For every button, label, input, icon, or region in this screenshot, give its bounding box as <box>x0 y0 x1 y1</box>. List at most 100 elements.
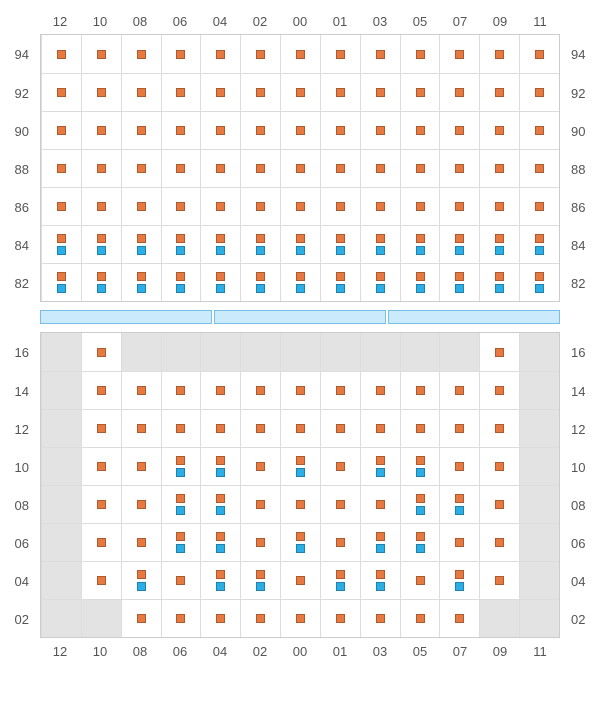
grid-cell[interactable] <box>240 486 280 523</box>
grid-cell[interactable] <box>519 562 559 599</box>
grid-cell[interactable] <box>240 226 280 263</box>
grid-cell[interactable] <box>439 333 479 371</box>
grid-cell[interactable] <box>121 264 161 301</box>
grid-cell[interactable] <box>81 112 121 149</box>
grid-cell[interactable] <box>280 188 320 225</box>
grid-cell[interactable] <box>41 74 81 111</box>
grid-cell[interactable] <box>439 600 479 637</box>
grid-cell[interactable] <box>320 74 360 111</box>
grid-cell[interactable] <box>360 486 400 523</box>
grid-cell[interactable] <box>479 226 519 263</box>
grid-cell[interactable] <box>439 226 479 263</box>
grid-cell[interactable] <box>41 372 81 409</box>
grid-cell[interactable] <box>280 410 320 447</box>
grid-cell[interactable] <box>200 372 240 409</box>
grid-cell[interactable] <box>200 600 240 637</box>
grid-cell[interactable] <box>41 150 81 187</box>
grid-cell[interactable] <box>200 150 240 187</box>
grid-cell[interactable] <box>320 486 360 523</box>
grid-cell[interactable] <box>479 562 519 599</box>
grid-cell[interactable] <box>320 226 360 263</box>
grid-cell[interactable] <box>519 226 559 263</box>
grid-cell[interactable] <box>320 448 360 485</box>
grid-cell[interactable] <box>320 410 360 447</box>
grid-cell[interactable] <box>41 112 81 149</box>
grid-cell[interactable] <box>240 333 280 371</box>
grid-cell[interactable] <box>360 264 400 301</box>
grid-cell[interactable] <box>400 410 440 447</box>
grid-cell[interactable] <box>360 410 400 447</box>
grid-cell[interactable] <box>121 35 161 73</box>
grid-cell[interactable] <box>360 35 400 73</box>
grid-cell[interactable] <box>161 448 201 485</box>
grid-cell[interactable] <box>280 35 320 73</box>
grid-cell[interactable] <box>439 264 479 301</box>
grid-cell[interactable] <box>280 264 320 301</box>
grid-cell[interactable] <box>280 448 320 485</box>
grid-cell[interactable] <box>161 372 201 409</box>
grid-cell[interactable] <box>41 524 81 561</box>
grid-cell[interactable] <box>41 333 81 371</box>
grid-cell[interactable] <box>519 74 559 111</box>
grid-cell[interactable] <box>400 226 440 263</box>
grid-cell[interactable] <box>41 410 81 447</box>
grid-cell[interactable] <box>161 486 201 523</box>
grid-cell[interactable] <box>320 35 360 73</box>
grid-cell[interactable] <box>121 74 161 111</box>
grid-cell[interactable] <box>519 188 559 225</box>
grid-cell[interactable] <box>161 562 201 599</box>
grid-cell[interactable] <box>81 226 121 263</box>
grid-cell[interactable] <box>280 226 320 263</box>
grid-cell[interactable] <box>161 410 201 447</box>
grid-cell[interactable] <box>479 112 519 149</box>
grid-cell[interactable] <box>360 74 400 111</box>
grid-cell[interactable] <box>320 372 360 409</box>
grid-cell[interactable] <box>439 112 479 149</box>
grid-cell[interactable] <box>320 150 360 187</box>
grid-cell[interactable] <box>81 35 121 73</box>
grid-cell[interactable] <box>200 264 240 301</box>
grid-cell[interactable] <box>280 333 320 371</box>
grid-cell[interactable] <box>400 35 440 73</box>
grid-cell[interactable] <box>200 74 240 111</box>
grid-cell[interactable] <box>41 188 81 225</box>
grid-cell[interactable] <box>121 150 161 187</box>
grid-cell[interactable] <box>200 562 240 599</box>
grid-cell[interactable] <box>360 524 400 561</box>
grid-cell[interactable] <box>479 410 519 447</box>
grid-cell[interactable] <box>439 562 479 599</box>
grid-cell[interactable] <box>519 35 559 73</box>
grid-cell[interactable] <box>121 188 161 225</box>
grid-cell[interactable] <box>400 188 440 225</box>
grid-cell[interactable] <box>400 448 440 485</box>
grid-cell[interactable] <box>240 600 280 637</box>
grid-cell[interactable] <box>479 264 519 301</box>
grid-cell[interactable] <box>81 333 121 371</box>
grid-cell[interactable] <box>41 448 81 485</box>
grid-cell[interactable] <box>479 74 519 111</box>
grid-cell[interactable] <box>240 410 280 447</box>
grid-cell[interactable] <box>121 226 161 263</box>
grid-cell[interactable] <box>81 74 121 111</box>
grid-cell[interactable] <box>161 74 201 111</box>
grid-cell[interactable] <box>161 188 201 225</box>
grid-cell[interactable] <box>280 486 320 523</box>
grid-cell[interactable] <box>519 372 559 409</box>
grid-cell[interactable] <box>360 372 400 409</box>
grid-cell[interactable] <box>320 562 360 599</box>
grid-cell[interactable] <box>81 188 121 225</box>
grid-cell[interactable] <box>41 600 81 637</box>
grid-cell[interactable] <box>479 600 519 637</box>
grid-cell[interactable] <box>479 35 519 73</box>
grid-cell[interactable] <box>200 226 240 263</box>
grid-cell[interactable] <box>161 600 201 637</box>
grid-cell[interactable] <box>479 333 519 371</box>
grid-cell[interactable] <box>200 410 240 447</box>
grid-cell[interactable] <box>400 74 440 111</box>
grid-cell[interactable] <box>280 112 320 149</box>
grid-cell[interactable] <box>479 524 519 561</box>
grid-cell[interactable] <box>439 486 479 523</box>
grid-cell[interactable] <box>439 35 479 73</box>
grid-cell[interactable] <box>161 264 201 301</box>
grid-cell[interactable] <box>439 524 479 561</box>
